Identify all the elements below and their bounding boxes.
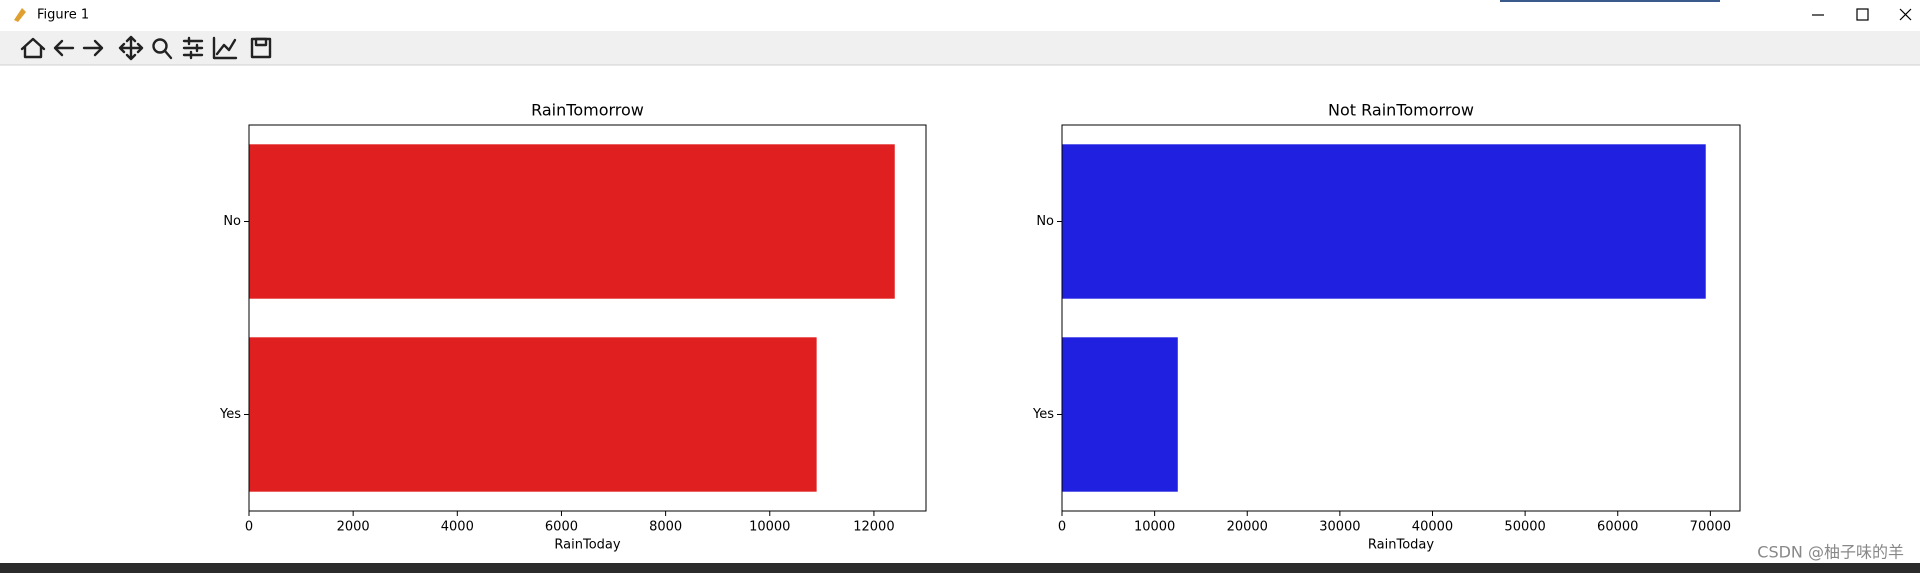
maximize-button[interactable] [1856, 8, 1869, 21]
back-button[interactable] [53, 39, 75, 57]
axes-frame [248, 124, 927, 512]
pan-button[interactable] [118, 35, 144, 61]
y-tick-label: Yes [219, 407, 241, 422]
chart-title: RainTomorrow [531, 101, 644, 120]
toolbar [0, 31, 1920, 65]
bar [249, 337, 817, 492]
x-axis-label: RainToday [554, 538, 620, 553]
zoom-button[interactable] [152, 38, 173, 60]
x-axis-label: RainToday [1368, 538, 1434, 553]
bar [1062, 144, 1706, 299]
x-tick-label: 10000 [749, 520, 790, 535]
x-tick-label: 50000 [1504, 520, 1545, 535]
y-tick-label: No [1036, 214, 1054, 229]
window-title: Figure 1 [37, 8, 89, 23]
x-tick-label: 20000 [1227, 520, 1268, 535]
y-tick-label: No [223, 214, 241, 229]
edit-axis-button[interactable] [212, 36, 238, 60]
close-button[interactable] [1899, 8, 1912, 21]
axes-frame [1061, 124, 1741, 512]
x-tick-label: 8000 [649, 520, 682, 535]
home-button[interactable] [20, 37, 46, 59]
watermark: CSDN @柚子味的羊 [1757, 543, 1904, 562]
save-button[interactable] [250, 37, 272, 59]
x-tick-label: 2000 [337, 520, 370, 535]
configure-button[interactable] [182, 36, 204, 60]
background-editor-strip [0, 563, 1920, 573]
x-tick-label: 0 [245, 520, 253, 535]
x-tick-label: 6000 [545, 520, 578, 535]
x-tick-label: 12000 [853, 520, 894, 535]
bar [249, 144, 895, 299]
x-tick-label: 0 [1058, 520, 1066, 535]
x-tick-label: 30000 [1319, 520, 1360, 535]
x-tick-label: 70000 [1690, 520, 1731, 535]
chart-title: Not RainTomorrow [1328, 101, 1474, 120]
title-bar [0, 0, 1920, 31]
x-tick-label: 10000 [1134, 520, 1175, 535]
title-bar-accent [1500, 0, 1720, 2]
app-icon [14, 8, 26, 22]
y-tick-label: Yes [1032, 407, 1054, 422]
forward-button[interactable] [82, 39, 104, 57]
bar [1062, 337, 1178, 492]
x-tick-label: 60000 [1597, 520, 1638, 535]
x-tick-label: 40000 [1412, 520, 1453, 535]
x-tick-label: 4000 [441, 520, 474, 535]
